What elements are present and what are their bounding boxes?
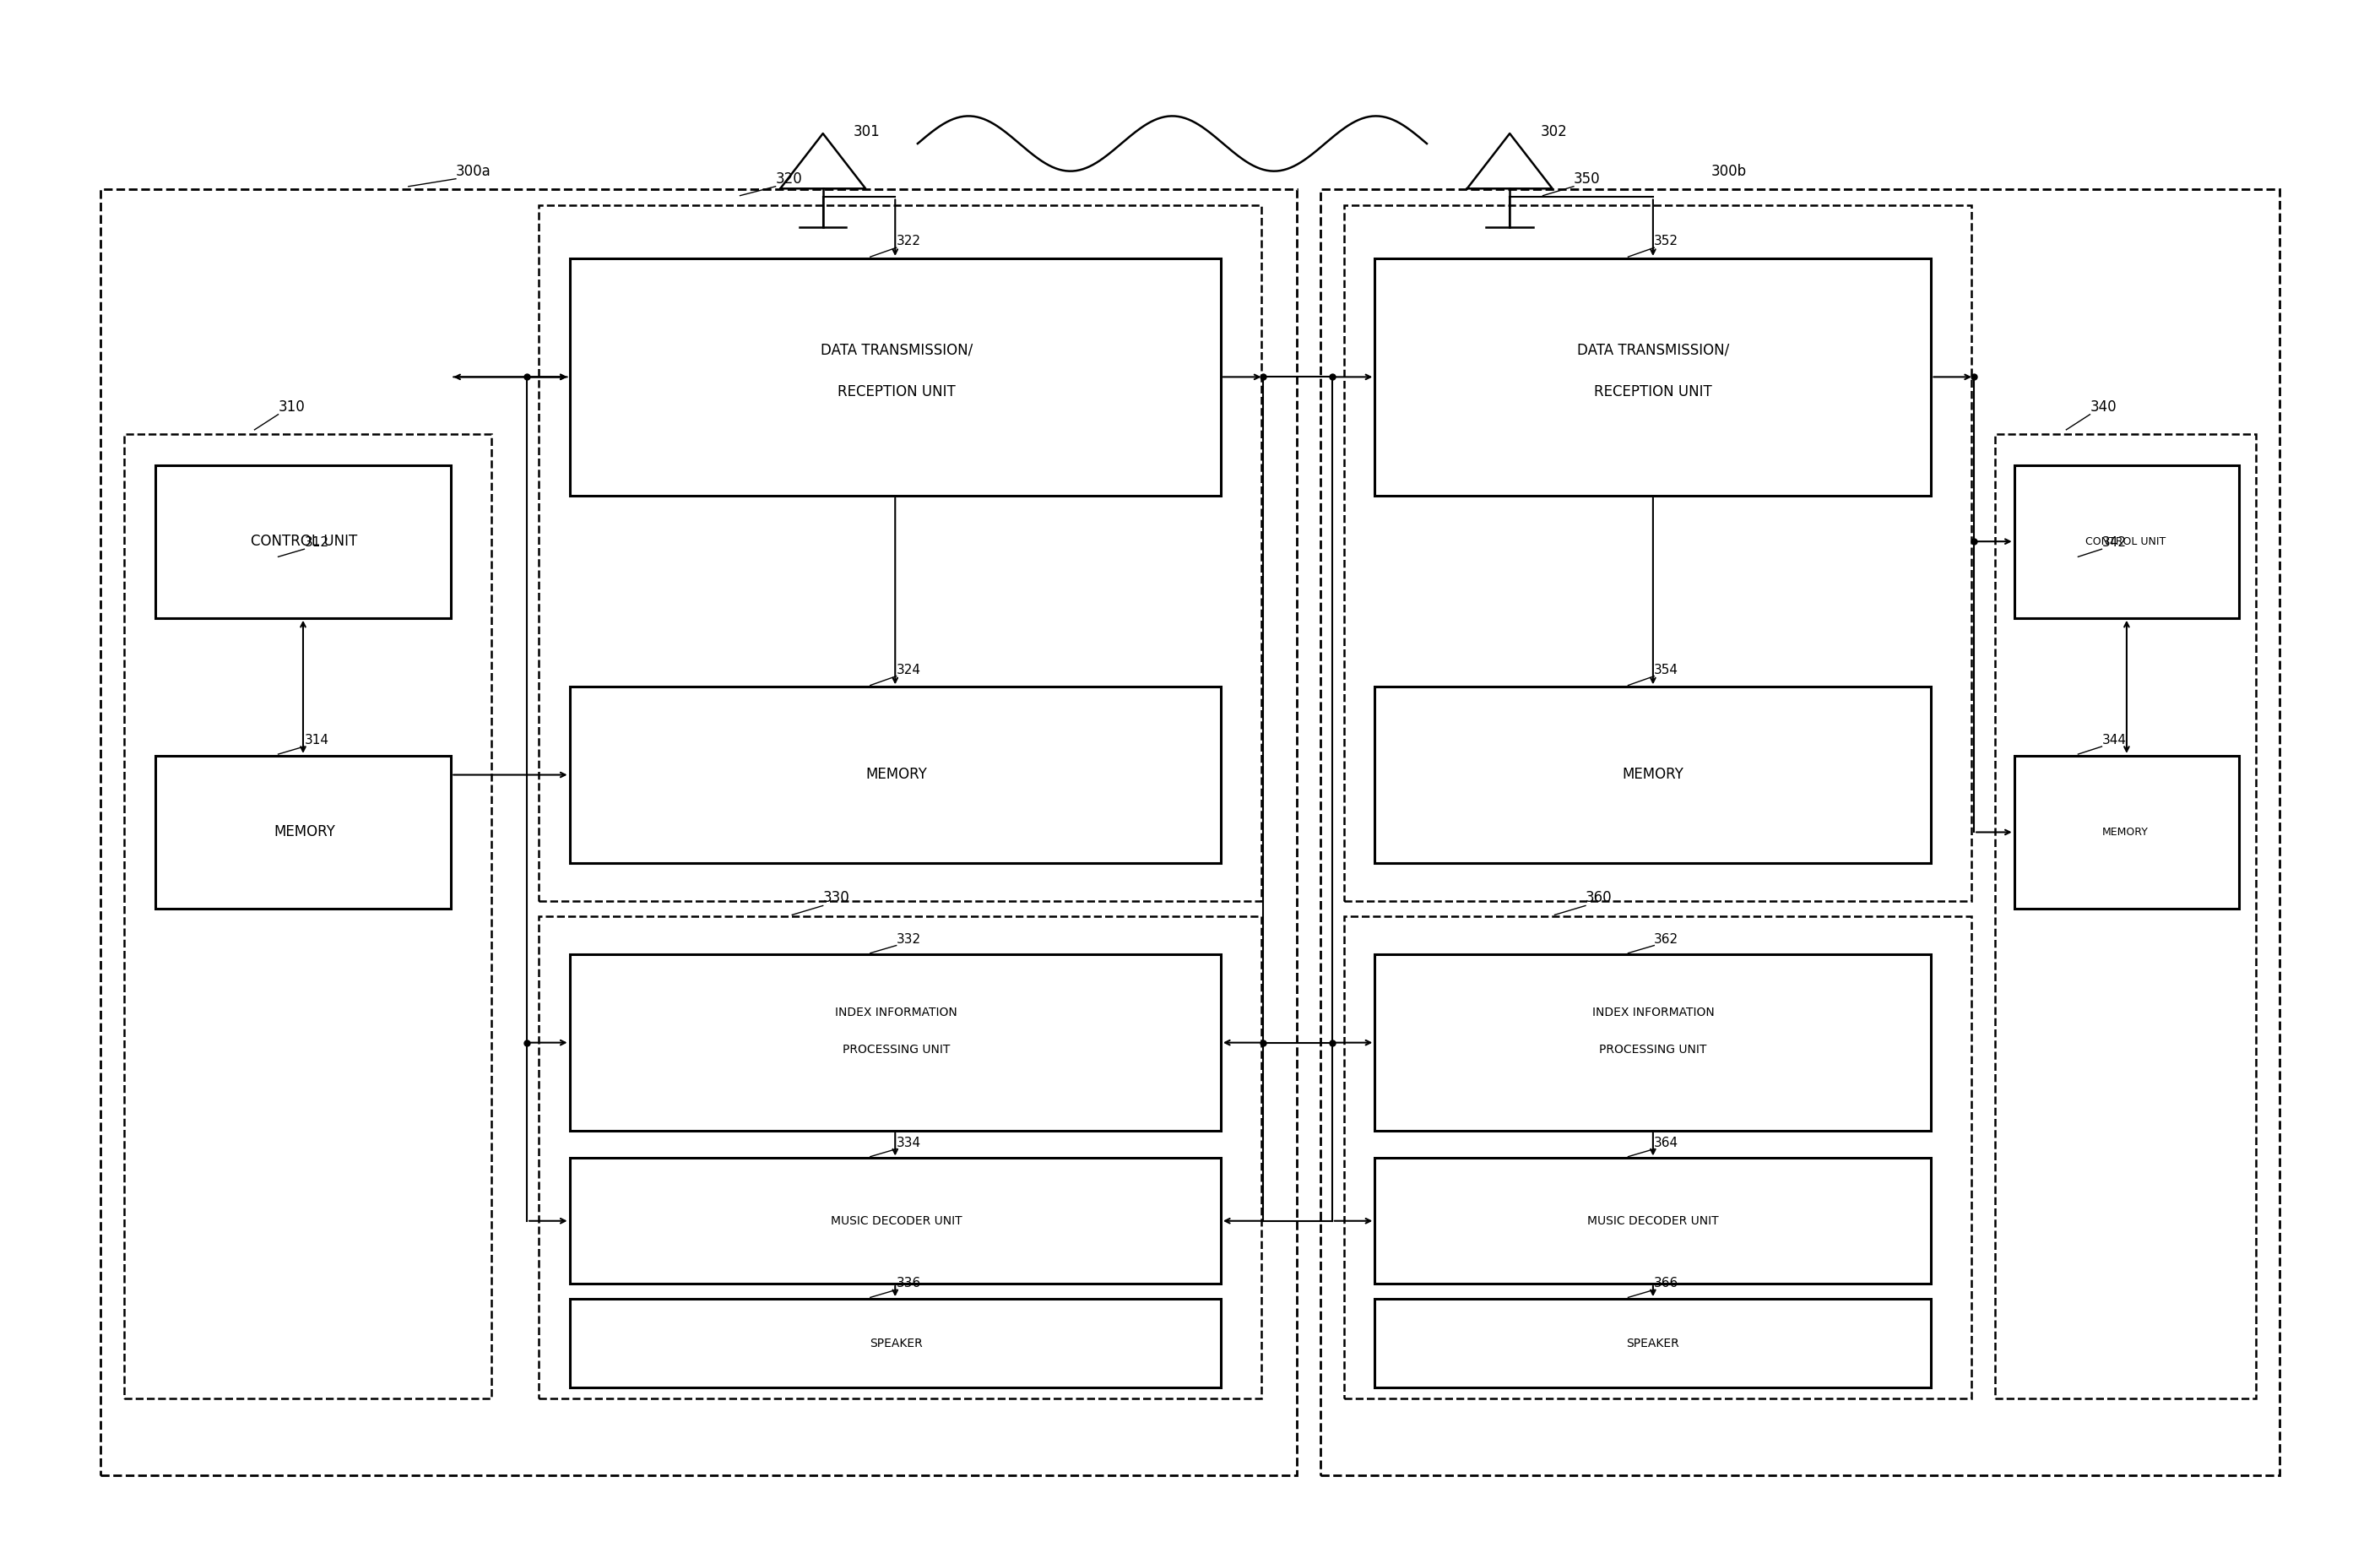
Text: 330: 330 bbox=[823, 890, 850, 905]
Bar bbox=[569, 954, 1221, 1130]
Text: RECEPTION UNIT: RECEPTION UNIT bbox=[838, 384, 954, 399]
Text: 312: 312 bbox=[305, 537, 328, 549]
Bar bbox=[1994, 435, 2256, 1399]
Text: MEMORY: MEMORY bbox=[2102, 827, 2149, 837]
Text: 310: 310 bbox=[278, 399, 305, 415]
Text: 300b: 300b bbox=[1711, 163, 1747, 179]
Text: PROCESSING UNIT: PROCESSING UNIT bbox=[1599, 1044, 1706, 1055]
Bar bbox=[1345, 205, 1971, 901]
Bar bbox=[155, 756, 452, 908]
Text: 342: 342 bbox=[2102, 537, 2125, 549]
Bar bbox=[1376, 259, 1930, 495]
Text: 320: 320 bbox=[776, 171, 802, 187]
Bar bbox=[124, 435, 490, 1399]
Text: CONTROL UNIT: CONTROL UNIT bbox=[2085, 537, 2166, 547]
Text: INDEX INFORMATION: INDEX INFORMATION bbox=[1592, 1007, 1714, 1019]
Text: 352: 352 bbox=[1654, 234, 1678, 248]
Text: 364: 364 bbox=[1654, 1136, 1678, 1149]
Bar bbox=[1376, 1298, 1930, 1388]
Text: 322: 322 bbox=[897, 234, 921, 248]
Bar bbox=[569, 686, 1221, 864]
Bar bbox=[1376, 954, 1930, 1130]
Text: 300a: 300a bbox=[457, 163, 490, 179]
Text: 350: 350 bbox=[1573, 171, 1599, 187]
Bar bbox=[100, 190, 1297, 1476]
Text: MUSIC DECODER UNIT: MUSIC DECODER UNIT bbox=[831, 1215, 962, 1227]
Text: INDEX INFORMATION: INDEX INFORMATION bbox=[835, 1007, 957, 1019]
Bar bbox=[1376, 686, 1930, 864]
Text: PROCESSING UNIT: PROCESSING UNIT bbox=[843, 1044, 950, 1055]
Text: MEMORY: MEMORY bbox=[274, 825, 336, 840]
Bar bbox=[538, 205, 1261, 901]
Bar bbox=[569, 1158, 1221, 1283]
Bar bbox=[569, 1298, 1221, 1388]
Bar bbox=[2013, 756, 2240, 908]
Text: MEMORY: MEMORY bbox=[866, 766, 928, 782]
Text: 344: 344 bbox=[2102, 734, 2125, 746]
Text: DATA TRANSMISSION/: DATA TRANSMISSION/ bbox=[821, 342, 973, 358]
Text: 314: 314 bbox=[305, 734, 328, 746]
Bar bbox=[155, 466, 452, 618]
Text: MUSIC DECODER UNIT: MUSIC DECODER UNIT bbox=[1587, 1215, 1718, 1227]
Text: 362: 362 bbox=[1654, 933, 1678, 945]
Bar bbox=[1376, 1158, 1930, 1283]
Bar bbox=[1321, 190, 2280, 1476]
Bar bbox=[569, 259, 1221, 495]
Text: 334: 334 bbox=[897, 1136, 921, 1149]
Text: 336: 336 bbox=[897, 1277, 921, 1289]
Text: 324: 324 bbox=[897, 663, 921, 675]
Text: MEMORY: MEMORY bbox=[1623, 766, 1683, 782]
Text: DATA TRANSMISSION/: DATA TRANSMISSION/ bbox=[1578, 342, 1730, 358]
Text: 332: 332 bbox=[897, 933, 921, 945]
Text: SPEAKER: SPEAKER bbox=[869, 1337, 923, 1349]
Text: 302: 302 bbox=[1540, 123, 1568, 139]
Text: 340: 340 bbox=[2090, 399, 2116, 415]
Text: 301: 301 bbox=[854, 123, 881, 139]
Bar bbox=[1345, 916, 1971, 1399]
Bar bbox=[538, 916, 1261, 1399]
Text: 360: 360 bbox=[1585, 890, 1611, 905]
Bar bbox=[2013, 466, 2240, 618]
Text: SPEAKER: SPEAKER bbox=[1626, 1337, 1680, 1349]
Text: CONTROL UNIT: CONTROL UNIT bbox=[250, 534, 357, 549]
Text: 354: 354 bbox=[1654, 663, 1678, 675]
Text: 366: 366 bbox=[1654, 1277, 1678, 1289]
Text: RECEPTION UNIT: RECEPTION UNIT bbox=[1595, 384, 1711, 399]
